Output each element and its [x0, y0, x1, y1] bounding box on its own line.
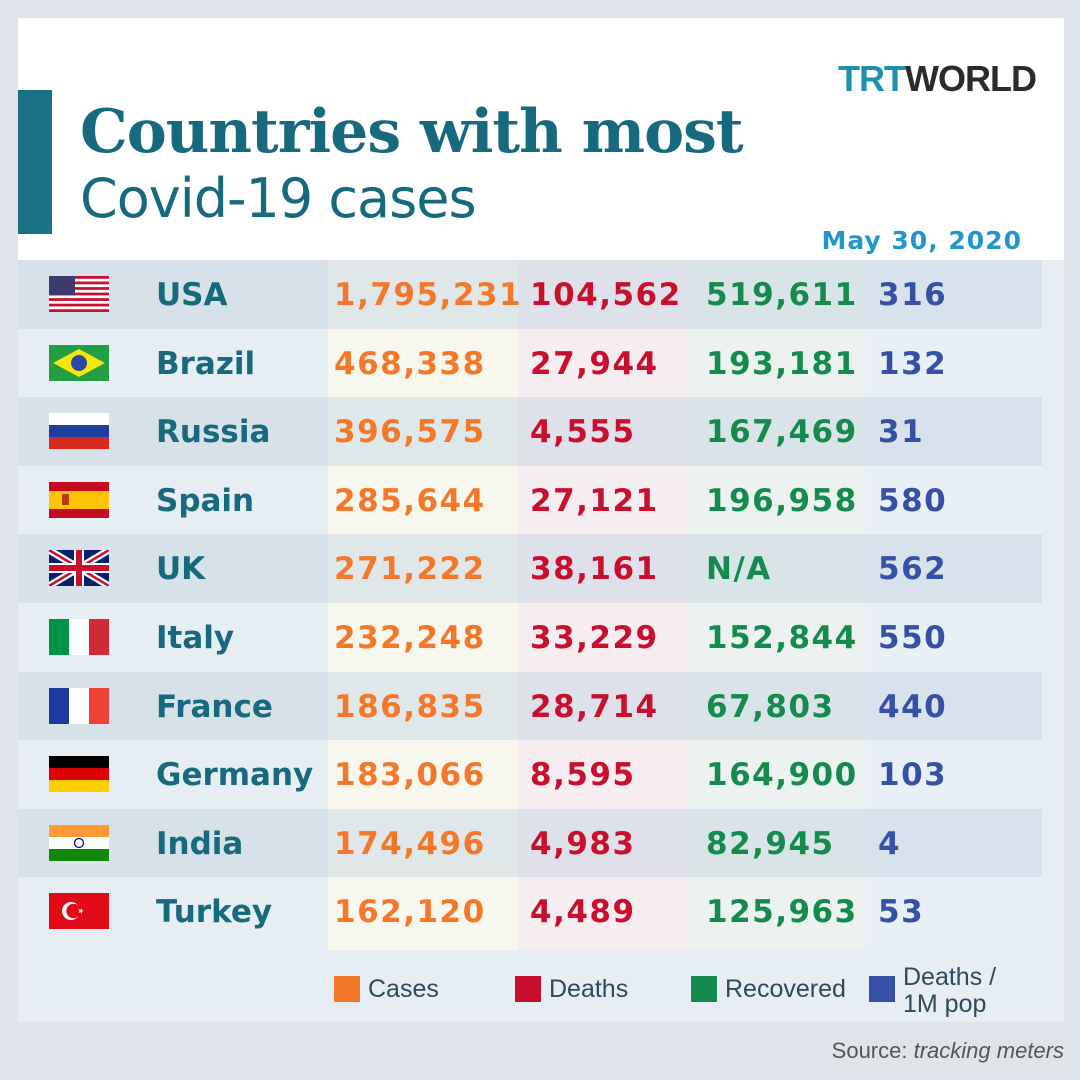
cases-cell: 1,795,231 — [334, 277, 523, 313]
recovered-cell: 196,958 — [706, 482, 858, 519]
logo-part-2: WORLD — [904, 58, 1037, 99]
recovered-cell: 193,181 — [706, 345, 858, 382]
deaths-per-million-column-bg — [866, 260, 1042, 950]
legend-swatch-cases — [334, 976, 360, 1002]
country-cell: Germany — [156, 757, 314, 794]
cases-cell: 468,338 — [334, 345, 486, 382]
title-line-2: Covid-19 cases — [80, 167, 477, 230]
country-cell: France — [156, 688, 273, 725]
deaths-cell: 33,229 — [530, 620, 659, 656]
legend: Cases Deaths Recovered Deaths / 1M pop — [18, 962, 1042, 1018]
cases-cell: 396,575 — [334, 414, 486, 451]
deaths-per-million-cell: 440 — [878, 688, 948, 725]
deaths-cell: 27,121 — [530, 482, 659, 519]
legend-label-dpm-line-1: Deaths / — [903, 963, 997, 991]
usa-flag-icon — [49, 276, 109, 312]
cases-cell: 285,644 — [334, 482, 486, 519]
trt-world-logo: TRTWORLD — [838, 58, 1037, 100]
recovered-cell: 167,469 — [706, 414, 858, 451]
deaths-per-million-cell: 4 — [878, 825, 902, 862]
recovered-column-bg — [688, 260, 866, 950]
cases-cell: 162,120 — [334, 894, 486, 931]
table-row: Germany 183,066 8,595 164,900 103 — [18, 740, 1042, 809]
recovered-cell: 82,945 — [706, 825, 835, 862]
deaths-per-million-cell: 53 — [878, 894, 925, 931]
table-row: Brazil 468,338 27,944 193,181 132 — [18, 329, 1042, 398]
brazil-flag-icon — [49, 344, 109, 381]
legend-label-deaths-per-million: Deaths / 1M pop — [903, 964, 996, 1018]
recovered-cell: 164,900 — [706, 757, 858, 794]
deaths-per-million-cell: 580 — [878, 482, 948, 519]
legend-swatch-deaths — [515, 976, 541, 1002]
deaths-per-million-cell: 103 — [878, 757, 948, 794]
germany-flag-icon — [49, 756, 109, 793]
recovered-cell: 67,803 — [706, 688, 835, 725]
recovered-cell: N/A — [706, 551, 772, 588]
country-cell: Italy — [156, 620, 235, 656]
country-cell: Turkey — [156, 894, 273, 931]
deaths-per-million-cell: 31 — [878, 414, 925, 451]
deaths-cell: 8,595 — [530, 757, 636, 794]
deaths-cell: 4,489 — [530, 894, 636, 931]
legend-label-cases: Cases — [368, 975, 439, 1003]
source-note: Source: tracking meters — [832, 1038, 1064, 1064]
country-cell: Russia — [156, 414, 271, 451]
deaths-cell: 104,562 — [530, 277, 682, 313]
uk-flag-icon — [49, 550, 109, 587]
country-cell: Brazil — [156, 345, 256, 382]
france-flag-icon — [49, 687, 109, 724]
spain-flag-icon — [49, 481, 109, 518]
turkey-flag-icon — [49, 893, 109, 930]
cases-cell: 186,835 — [334, 688, 486, 725]
title-line-1: Countries with most — [80, 97, 744, 167]
deaths-per-million-cell: 550 — [878, 620, 948, 656]
country-cell: USA — [156, 277, 228, 313]
table-row: USA 1,795,231 104,562 519,611 316 — [18, 260, 1042, 329]
logo-part-1: TRT — [838, 58, 906, 99]
deaths-per-million-cell: 132 — [878, 345, 948, 382]
date-label: May 30, 2020 — [821, 226, 1022, 255]
cases-column-bg — [328, 260, 518, 950]
table-row: Spain 285,644 27,121 196,958 580 — [18, 466, 1042, 535]
legend-label-recovered: Recovered — [725, 975, 846, 1003]
deaths-cell: 27,944 — [530, 345, 659, 382]
recovered-cell: 519,611 — [706, 277, 858, 313]
recovered-cell: 125,963 — [706, 894, 858, 931]
country-cell: Spain — [156, 482, 255, 519]
recovered-cell: 152,844 — [706, 620, 858, 656]
legend-swatch-deaths-per-million — [869, 976, 895, 1002]
table-row: Italy 232,248 33,229 152,844 550 — [18, 603, 1042, 672]
cases-cell: 232,248 — [334, 620, 486, 656]
cases-cell: 174,496 — [334, 825, 486, 862]
legend-label-deaths: Deaths — [549, 975, 629, 1003]
accent-bar — [18, 90, 52, 234]
deaths-per-million-cell: 562 — [878, 551, 948, 588]
table-row: Russia 396,575 4,555 167,469 31 — [18, 397, 1042, 466]
india-flag-icon — [49, 824, 109, 861]
deaths-cell: 4,555 — [530, 414, 636, 451]
table-row: India 174,496 4,983 82,945 4 — [18, 808, 1042, 878]
country-cell: UK — [156, 551, 206, 588]
source-value: tracking meters — [913, 1038, 1064, 1063]
russia-flag-icon — [49, 413, 109, 450]
table-row: Turkey 162,120 4,489 125,963 53 — [18, 877, 1042, 946]
country-cell: India — [156, 825, 244, 862]
legend-label-dpm-line-2: 1M pop — [903, 990, 987, 1018]
table-row: UK 271,222 38,161 N/A 562 — [18, 534, 1042, 603]
deaths-cell: 38,161 — [530, 551, 659, 588]
deaths-cell: 4,983 — [530, 825, 636, 862]
cases-cell: 183,066 — [334, 757, 486, 794]
deaths-column-bg — [518, 260, 688, 950]
source-label: Source: — [831, 1038, 908, 1063]
data-table: USA 1,795,231 104,562 519,611 316 Brazil 468,3… — [18, 260, 1064, 1022]
cases-cell: 271,222 — [334, 551, 486, 588]
italy-flag-icon — [49, 619, 109, 655]
legend-swatch-recovered — [691, 976, 717, 1002]
deaths-cell: 28,714 — [530, 688, 659, 725]
deaths-per-million-cell: 316 — [878, 277, 948, 313]
table-row: France 186,835 28,714 67,803 440 — [18, 671, 1042, 741]
